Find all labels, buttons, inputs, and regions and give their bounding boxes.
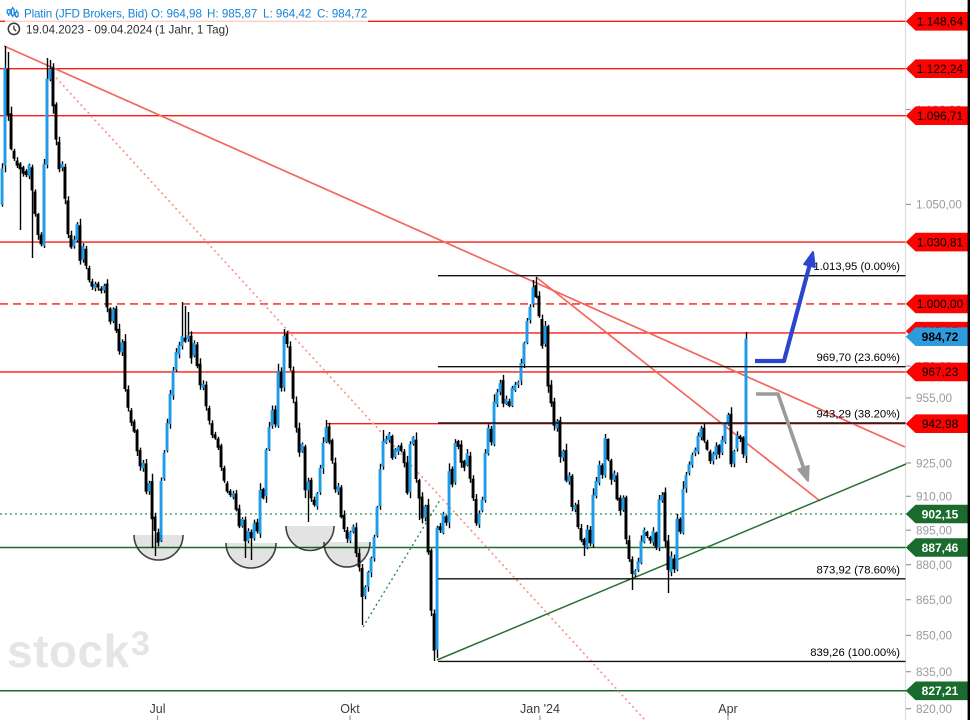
svg-text:942,98: 942,98 [922,417,959,431]
svg-text:1.122,24: 1.122,24 [917,62,964,76]
svg-text:835,00: 835,00 [916,665,953,679]
svg-text:1.096,71: 1.096,71 [917,109,964,123]
svg-text:887,46: 887,46 [922,541,959,555]
svg-text:Apr: Apr [718,702,737,716]
svg-text:873,92 (78.60%): 873,92 (78.60%) [816,564,900,576]
svg-text:3: 3 [131,625,150,663]
svg-text:1.013,95 (0.00%): 1.013,95 (0.00%) [813,261,900,273]
svg-text:(1 Jahr, 1 Tag): (1 Jahr, 1 Tag) [155,24,229,37]
svg-text:1.000,00: 1.000,00 [917,297,964,311]
svg-text:1.148,64: 1.148,64 [917,15,964,29]
svg-text:H: 985,87: H: 985,87 [207,8,257,21]
svg-text:Jul: Jul [150,702,166,716]
svg-text:955,00: 955,00 [916,391,953,405]
svg-text:880,00: 880,00 [916,558,953,572]
svg-text:827,21: 827,21 [922,684,959,698]
svg-text:1.030,81: 1.030,81 [917,235,964,249]
svg-text:L: 964,42: L: 964,42 [263,8,311,21]
svg-text:984,72: 984,72 [922,330,959,344]
svg-text:820,00: 820,00 [916,702,953,716]
svg-text:C: 984,72: C: 984,72 [317,8,367,21]
svg-text:943,29 (38.20%): 943,29 (38.20%) [816,409,900,421]
svg-text:967,23: 967,23 [922,365,959,379]
svg-text:969,70 (23.60%): 969,70 (23.60%) [816,352,900,364]
svg-text:839,26 (100.00%): 839,26 (100.00%) [810,647,900,659]
svg-text:Platin (JFD Brokers, Bid): Platin (JFD Brokers, Bid) [24,8,148,21]
svg-text:1.050,00: 1.050,00 [916,198,962,212]
svg-text:Okt: Okt [340,702,360,716]
svg-text:Jan '24: Jan '24 [520,702,560,716]
svg-text:850,00: 850,00 [916,629,953,643]
svg-text:902,15: 902,15 [922,507,959,521]
svg-text:925,00: 925,00 [916,456,953,470]
svg-text:895,00: 895,00 [916,524,953,538]
svg-text:910,00: 910,00 [916,490,953,504]
svg-text:865,00: 865,00 [916,593,953,607]
svg-text:19.04.2023 - 09.04.2024: 19.04.2023 - 09.04.2024 [26,24,153,37]
svg-text:O: 964,98: O: 964,98 [151,8,202,21]
svg-text:stock: stock [7,625,130,677]
